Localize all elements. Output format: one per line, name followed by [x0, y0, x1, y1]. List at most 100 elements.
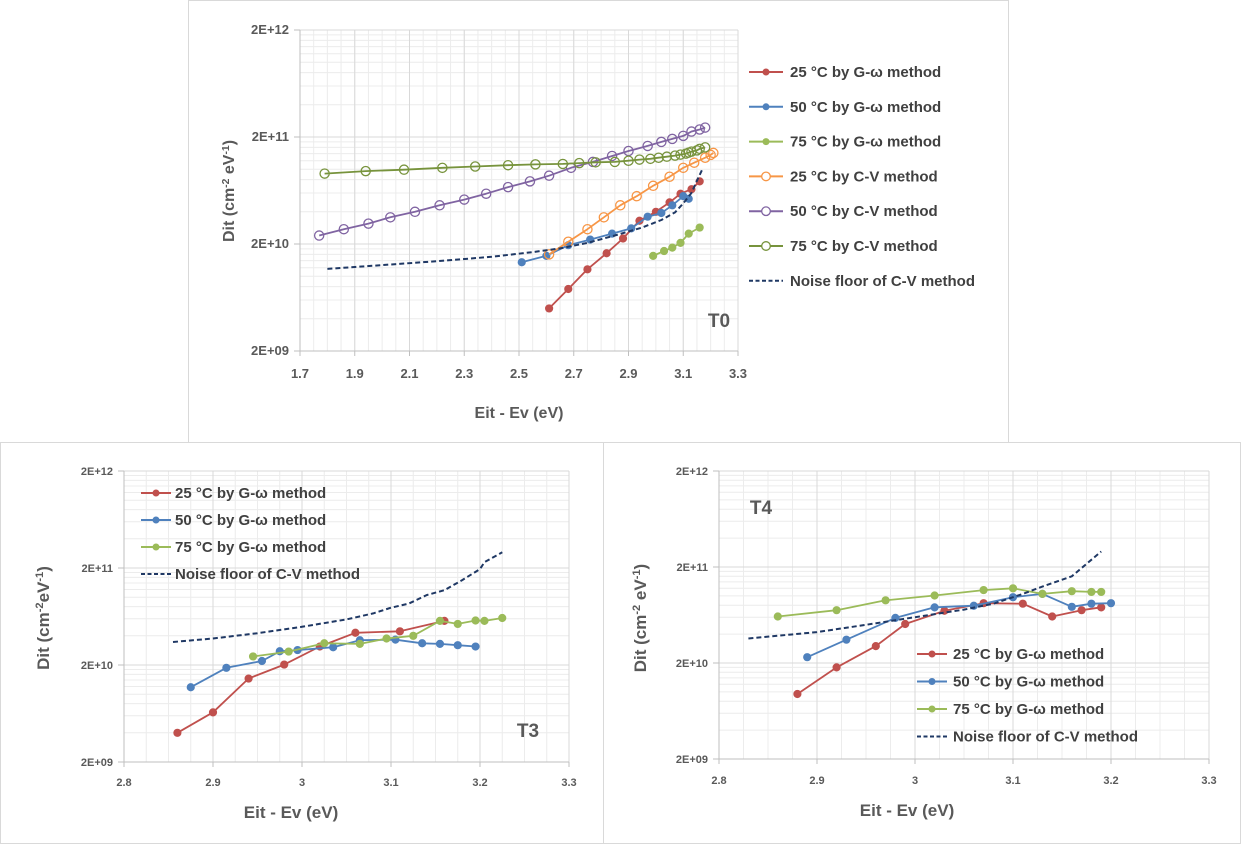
- legend-label: 75 °C by G-ω method: [790, 134, 941, 151]
- legend-swatch-marker: [152, 543, 160, 551]
- data-point: [543, 170, 555, 181]
- data-point: [1067, 587, 1076, 596]
- data-point: [582, 223, 593, 235]
- legend-item: Noise floor of C-V method: [141, 566, 360, 583]
- data-point: [453, 619, 462, 629]
- data-point: [435, 639, 445, 649]
- data-point: [502, 159, 514, 171]
- x-tick-label: 3.1: [1005, 775, 1020, 787]
- legend-swatch-marker: [762, 138, 770, 146]
- legend-swatch-marker: [761, 241, 771, 251]
- data-point: [661, 151, 673, 162]
- panel-label: T3: [517, 721, 539, 742]
- data-point: [530, 159, 541, 170]
- chart-panel-t4: 2E+09 2E+10 2E+11 2E+12 2.8 2.9 3 3.1 3.2 3.3 Eit …: [603, 442, 1241, 844]
- data-point: [458, 194, 470, 205]
- data-point: [351, 628, 360, 637]
- legend-label: Noise floor of C-V method: [175, 566, 360, 583]
- data-point: [590, 157, 601, 168]
- gridlines: [299, 29, 739, 352]
- data-point: [1077, 606, 1086, 615]
- data-point: [480, 188, 492, 199]
- data-point: [1038, 589, 1047, 598]
- legend-label: 25 °C by C-V method: [790, 168, 938, 185]
- series-2: [649, 223, 704, 260]
- data-point: [676, 238, 685, 247]
- y-tick-label: 2E+12: [676, 466, 708, 478]
- legend-item: 50 °C by G-ω method: [141, 512, 326, 529]
- y-axis-title-sup: -2: [221, 178, 232, 187]
- data-point: [453, 641, 462, 650]
- data-point: [257, 656, 267, 666]
- series-line: [806, 593, 1112, 659]
- legend-swatch-marker: [152, 516, 160, 524]
- legend-item: Noise floor of C-V method: [749, 273, 975, 290]
- data-point: [642, 140, 653, 152]
- data-point: [832, 663, 841, 672]
- x-axis-title: Eit - Ev (eV): [244, 803, 338, 822]
- x-tick-label: 2.8: [711, 775, 726, 787]
- data-point: [363, 218, 374, 229]
- data-point: [631, 190, 642, 202]
- y-axis-title-sup: -1: [631, 569, 643, 579]
- x-axis-title: Eit - Ev (eV): [475, 405, 564, 422]
- legend-swatch-marker: [762, 103, 770, 111]
- data-point: [338, 223, 350, 235]
- y-axis-title: Dit (cm-2 eV-1): [221, 140, 239, 242]
- data-point: [284, 647, 293, 656]
- legend-item: 75 °C by C-V method: [749, 238, 938, 255]
- data-point: [699, 142, 711, 153]
- x-tick-label: 2.7: [565, 366, 583, 381]
- data-point: [564, 284, 573, 294]
- data-point: [395, 627, 404, 636]
- series-line: [548, 152, 714, 256]
- y-tick-label: 2E+10: [676, 658, 708, 670]
- data-point: [615, 200, 626, 211]
- y-axis-title-sup: -2: [631, 605, 643, 615]
- data-point: [688, 157, 700, 168]
- legend-item: 75 °C by G-ω method: [141, 539, 326, 556]
- data-point: [623, 155, 634, 166]
- legend-label: 50 °C by G-ω method: [175, 512, 326, 529]
- data-point: [557, 158, 569, 170]
- legend-swatch-marker: [928, 705, 936, 713]
- legend-label: Noise floor of C-V method: [953, 729, 1138, 746]
- series-3: [172, 551, 503, 643]
- legend-label: 75 °C by G-ω method: [953, 701, 1104, 718]
- x-tick-label: 3: [299, 777, 305, 789]
- series-6: [327, 168, 704, 270]
- x-tick-label: 1.7: [291, 366, 309, 381]
- data-point: [677, 130, 689, 142]
- legend-item: 75 °C by G-ω method: [917, 701, 1104, 718]
- data-point: [469, 161, 481, 172]
- legend-label: 50 °C by G-ω method: [953, 674, 1104, 691]
- data-point: [573, 157, 585, 169]
- data-point: [653, 152, 664, 163]
- data-point: [669, 150, 681, 161]
- data-point: [502, 181, 514, 193]
- data-point: [186, 683, 195, 692]
- y-tick-label: 2E+12: [81, 466, 113, 478]
- legend-item: 75 °C by G-ω method: [749, 134, 941, 151]
- data-point: [842, 635, 851, 644]
- data-point: [979, 585, 988, 595]
- x-tick-label: 2.1: [400, 366, 418, 381]
- data-point: [773, 612, 782, 621]
- series-2: [248, 613, 507, 661]
- data-point: [1087, 599, 1096, 608]
- data-point: [435, 616, 445, 625]
- data-point: [643, 212, 652, 221]
- data-point: [517, 258, 526, 267]
- x-tick-label: 1.9: [346, 366, 364, 381]
- data-point: [173, 728, 182, 737]
- data-point: [694, 143, 705, 155]
- data-point: [409, 631, 418, 640]
- legend: 25 °C by G-ω method 50 °C by G-ω method 75…: [141, 485, 360, 583]
- data-point: [656, 136, 667, 148]
- data-point: [871, 641, 880, 651]
- data-point: [609, 156, 621, 168]
- data-point: [657, 208, 666, 218]
- data-point: [382, 634, 391, 643]
- chart-t3: 2E+09 2E+10 2E+11 2E+12 2.8 2.9 3 3.1 3.2 3.3 Eit …: [34, 466, 577, 822]
- data-point: [606, 150, 618, 162]
